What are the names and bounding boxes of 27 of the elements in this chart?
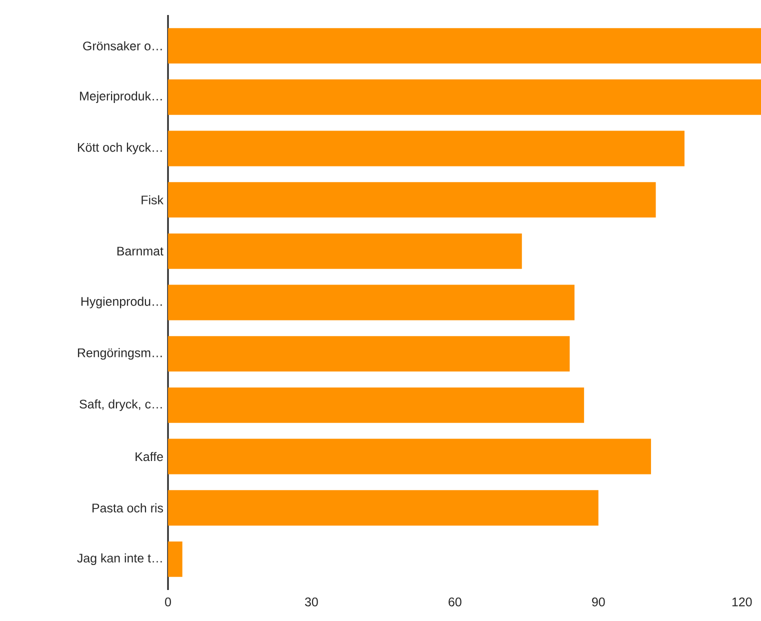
x-tick-label: 60 xyxy=(448,598,462,606)
bar xyxy=(168,28,761,64)
bar xyxy=(168,438,652,474)
bar xyxy=(168,79,761,115)
y-tick-label: Mejeriproduk… xyxy=(80,91,162,103)
y-tick-label: Kött och kyck… xyxy=(78,142,162,154)
bar xyxy=(168,541,182,577)
y-tick-label: Saft, dryck, c… xyxy=(80,399,162,411)
bar xyxy=(168,490,598,526)
x-tick-label: 90 xyxy=(592,598,605,606)
y-tick-label: Grönsaker o… xyxy=(83,41,162,50)
y-tick-label: Hygienprodu… xyxy=(81,296,162,308)
bar xyxy=(168,130,684,166)
y-tick-label: Pasta och ris xyxy=(92,503,164,512)
x-tick-label: 0 xyxy=(165,598,171,606)
y-tick-label: Barnmat xyxy=(117,246,164,256)
y-tick-label: Rengöringsm… xyxy=(78,348,162,360)
bar xyxy=(168,182,656,218)
x-tick-label: 120 xyxy=(732,598,752,606)
bar xyxy=(168,284,574,320)
x-tick-label: 30 xyxy=(305,598,318,606)
bar xyxy=(168,387,584,423)
bar xyxy=(168,336,570,372)
y-tick-label: Fisk xyxy=(142,195,164,204)
bar xyxy=(168,233,522,269)
y-tick-label: Jag kan inte t… xyxy=(77,553,162,565)
y-tick-label: Kaffe xyxy=(136,452,163,462)
